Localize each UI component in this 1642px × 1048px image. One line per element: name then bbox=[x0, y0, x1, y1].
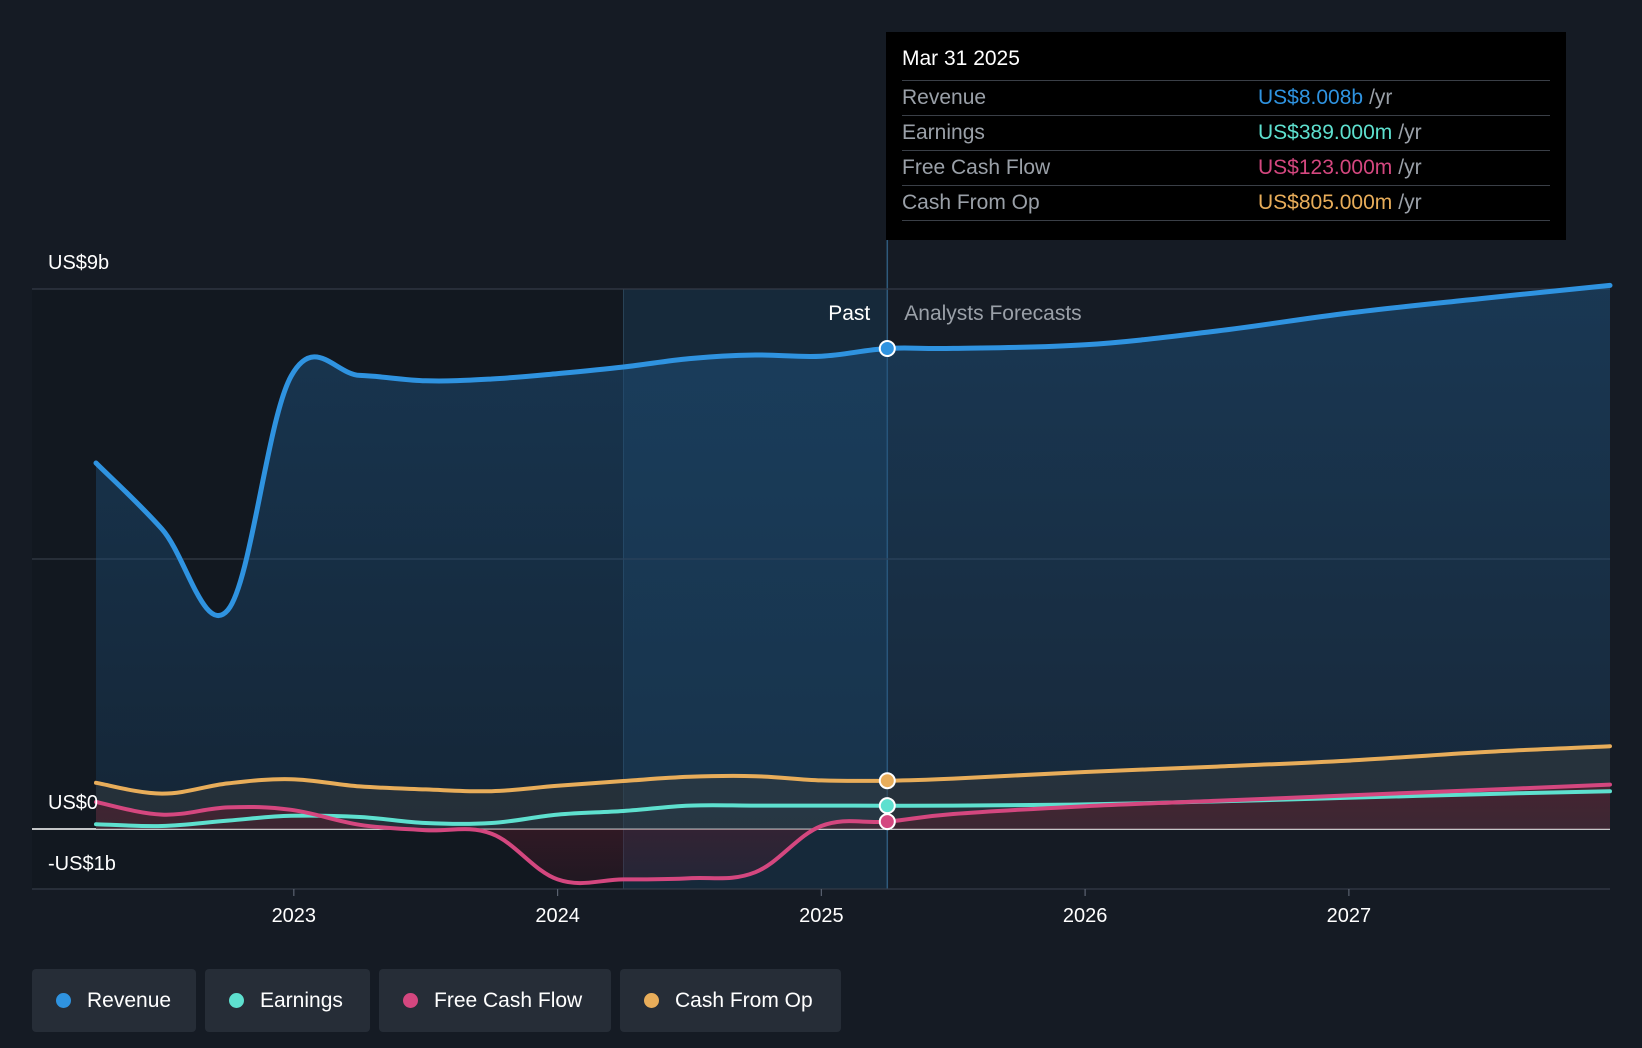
tooltip-row-earnings: Earnings US$389.000m /yr bbox=[902, 116, 1550, 151]
past-label: Past bbox=[828, 302, 870, 325]
legend-label: Cash From Op bbox=[675, 988, 813, 1012]
series-line-revenue bbox=[93, 282, 1613, 618]
x-tick-label: 2025 bbox=[799, 905, 844, 927]
tooltip-value: US$8.008b bbox=[1258, 86, 1364, 109]
x-tick-label: 2026 bbox=[1063, 905, 1108, 927]
hover-tooltip: Mar 31 2025 Revenue US$8.008b /yr Earnin… bbox=[886, 32, 1566, 240]
y-tick-label-top: US$9b bbox=[48, 252, 110, 274]
y-tick-label-zero: US$0 bbox=[48, 792, 99, 814]
forecast-label: Analysts Forecasts bbox=[904, 302, 1081, 325]
legend-dot-icon bbox=[56, 993, 71, 1008]
tooltip-value: US$389.000m bbox=[1258, 121, 1393, 144]
hover-marker-fcf bbox=[878, 813, 896, 831]
fcf-area bbox=[96, 784, 1610, 884]
legend-label: Revenue bbox=[87, 988, 172, 1012]
legend-dot-icon bbox=[229, 993, 244, 1008]
legend-label: Earnings bbox=[260, 988, 343, 1012]
tooltip-date: Mar 31 2025 bbox=[902, 46, 1550, 81]
x-tick-label: 2027 bbox=[1327, 905, 1372, 927]
tooltip-row-cfo: Cash From Op US$805.000m /yr bbox=[902, 186, 1550, 221]
tooltip-label: Cash From Op bbox=[902, 191, 1040, 214]
series-line-fcf bbox=[94, 782, 1612, 886]
tooltip-unit: /yr bbox=[1398, 156, 1422, 179]
legend-item-cfo[interactable]: Cash From Op bbox=[620, 969, 841, 1032]
tooltip-value: US$123.000m bbox=[1258, 156, 1393, 179]
tooltip-value: US$805.000m bbox=[1258, 191, 1393, 214]
tooltip-unit: /yr bbox=[1369, 86, 1393, 109]
tooltip-unit: /yr bbox=[1398, 121, 1422, 144]
tooltip-row-revenue: Revenue US$8.008b /yr bbox=[902, 81, 1550, 116]
legend-label: Free Cash Flow bbox=[434, 988, 583, 1012]
legend-dot-icon bbox=[644, 993, 659, 1008]
series-line-cfo bbox=[94, 744, 1612, 796]
legend-item-earnings[interactable]: Earnings bbox=[205, 969, 370, 1032]
hover-marker-earnings bbox=[878, 797, 896, 815]
hover-marker-cfo bbox=[878, 772, 896, 790]
legend-dot-icon bbox=[403, 993, 418, 1008]
chart-legend: Revenue Earnings Free Cash Flow Cash Fro… bbox=[32, 969, 841, 1032]
revenue-area bbox=[96, 285, 1610, 829]
x-tick-label: 2023 bbox=[272, 905, 317, 927]
tooltip-row-fcf: Free Cash Flow US$123.000m /yr bbox=[902, 151, 1550, 186]
tooltip-unit: /yr bbox=[1398, 191, 1422, 214]
x-tick-label: 2024 bbox=[535, 905, 580, 927]
legend-item-revenue[interactable]: Revenue bbox=[32, 969, 196, 1032]
tooltip-label: Free Cash Flow bbox=[902, 156, 1051, 179]
y-tick-label-bottom: -US$1b bbox=[48, 853, 116, 875]
tooltip-label: Earnings bbox=[902, 121, 985, 144]
tooltip-label: Revenue bbox=[902, 86, 987, 109]
hover-marker-revenue bbox=[878, 340, 896, 358]
legend-item-fcf[interactable]: Free Cash Flow bbox=[379, 969, 611, 1032]
